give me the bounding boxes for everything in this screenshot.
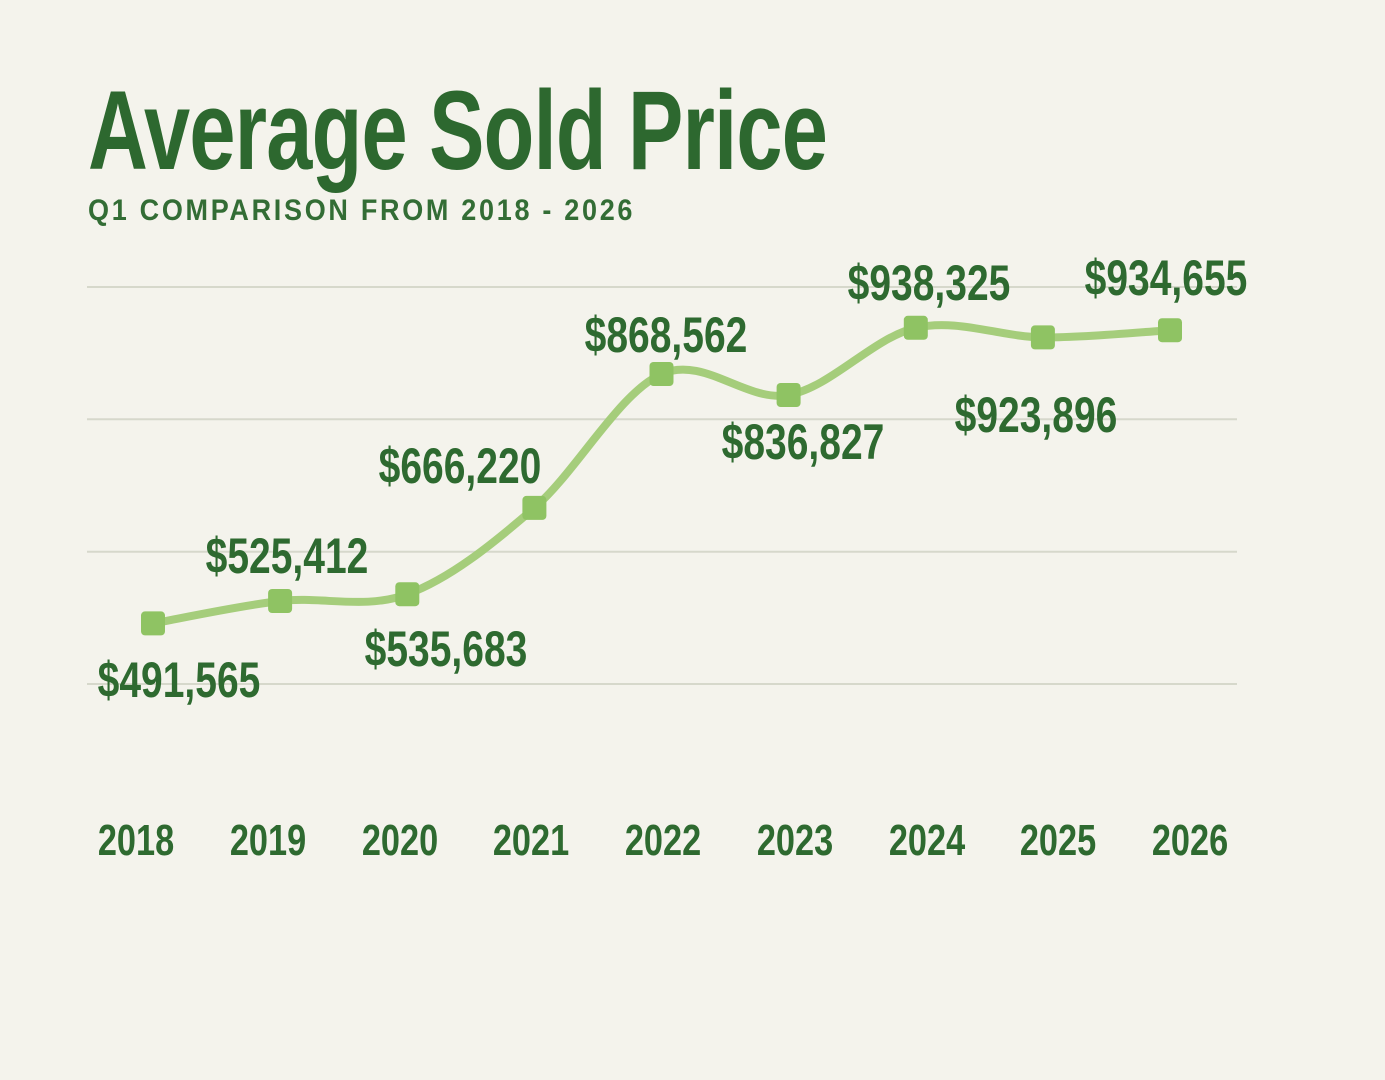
data-label-2018: $491,565	[75, 655, 284, 705]
data-point-marker-2020	[395, 582, 420, 607]
data-label-2022: $868,562	[561, 310, 770, 360]
chart-title: Average Sold Price	[88, 64, 1087, 198]
x-axis-label-2019: 2019	[219, 819, 317, 863]
data-label-text-2025: $923,896	[954, 387, 1118, 444]
data-label-text-2021: $666,220	[379, 437, 542, 494]
data-point-marker-2023	[776, 383, 801, 407]
x-axis-label-2022: 2022	[614, 819, 712, 863]
x-axis-label-2020: 2020	[351, 819, 449, 863]
data-point-marker-2026	[1158, 318, 1182, 343]
x-axis-label-text-2024: 2024	[888, 816, 965, 865]
x-axis-label-2026: 2026	[1141, 819, 1239, 863]
x-axis-label-text-2021: 2021	[493, 816, 570, 865]
data-label-text-2018: $491,565	[97, 652, 261, 709]
data-point-marker-2018	[141, 611, 165, 636]
x-axis-label-2018: 2018	[87, 819, 185, 863]
x-axis-label-text-2023: 2023	[756, 816, 833, 865]
data-label-2021: $666,220	[356, 441, 565, 491]
data-label-2019: $525,412	[183, 531, 392, 581]
x-axis-label-text-2026: 2026	[1151, 816, 1229, 865]
x-axis-label-2021: 2021	[482, 819, 580, 863]
x-axis-label-text-2025: 2025	[1020, 816, 1097, 865]
data-label-text-2026: $934,655	[1084, 250, 1248, 307]
data-label-2024: $938,325	[824, 258, 1033, 308]
data-point-marker-2025	[1030, 325, 1055, 350]
x-axis-label-2025: 2025	[1009, 819, 1107, 863]
data-point-marker-2024	[903, 315, 928, 340]
x-axis-label-text-2022: 2022	[624, 816, 702, 865]
chart-subtitle: Q1 COMPARISON FROM 2018 - 2026	[88, 193, 696, 229]
data-label-text-2023: $836,827	[721, 413, 884, 470]
data-point-marker-2021	[522, 495, 547, 520]
data-point-marker-2022	[649, 362, 674, 386]
x-axis-label-2024: 2024	[878, 819, 976, 863]
x-axis-label-text-2019: 2019	[229, 816, 306, 865]
data-label-2023: $836,827	[698, 417, 907, 467]
data-label-text-2024: $938,325	[847, 254, 1011, 311]
data-label-2025: $923,896	[932, 390, 1141, 440]
x-axis-label-text-2018: 2018	[97, 816, 175, 865]
chart-subtitle-text: Q1 COMPARISON FROM 2018 - 2026	[88, 194, 636, 227]
data-label-2026: $934,655	[1062, 253, 1271, 303]
data-label-text-2022: $868,562	[584, 306, 747, 363]
x-axis-label-2023: 2023	[746, 819, 844, 863]
x-axis-label-text-2020: 2020	[361, 816, 438, 865]
data-label-2020: $535,683	[342, 624, 551, 674]
chart-title-text: Average Sold Price	[88, 68, 828, 193]
data-label-text-2019: $525,412	[205, 528, 369, 585]
data-point-marker-2019	[268, 589, 293, 613]
data-label-text-2020: $535,683	[364, 621, 528, 678]
